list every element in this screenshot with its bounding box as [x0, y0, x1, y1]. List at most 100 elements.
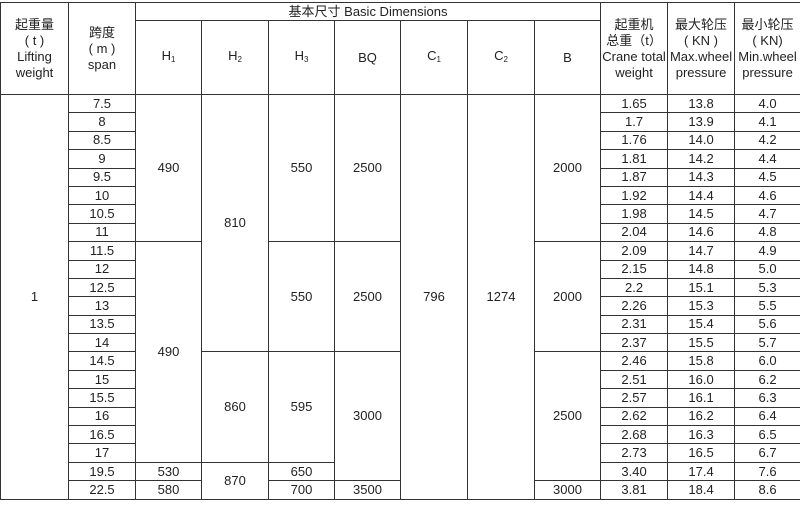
cell-crane-total-weight: 2.62 — [600, 406, 669, 427]
cell-span: 16 — [68, 406, 136, 427]
header-text: ( t ) — [24, 32, 45, 48]
dim-label: BQ — [358, 49, 377, 65]
dim-label: H — [294, 47, 304, 63]
dim-subscript: 2 — [503, 54, 508, 64]
cell-b: 2000 — [533, 241, 602, 353]
cell-max-wheel-pressure: 16.0 — [667, 369, 736, 390]
table-row: 10.5 1.98 14.5 4.7 — [1, 204, 800, 224]
cell-min-wheel-pressure: 6.5 — [734, 425, 800, 445]
cell-span: 12.5 — [68, 277, 136, 298]
table-row: 9.5 1.87 14.3 4.5 — [1, 167, 800, 187]
cell-bq: 3500 — [334, 480, 401, 500]
cell-min-wheel-pressure: 8.6 — [734, 480, 800, 500]
table-row: 17 2.73 16.5 6.7 — [1, 443, 800, 463]
header-text: pressure — [675, 64, 727, 80]
cell-min-wheel-pressure: 6.0 — [734, 351, 800, 371]
cell-span: 10 — [68, 185, 136, 206]
header-text: ( KN ) — [684, 32, 718, 48]
header-basic-dimensions: 基本尺寸 Basic Dimensions — [134, 2, 602, 21]
cell-h3: 700 — [268, 480, 335, 500]
dim-subscript: 2 — [237, 54, 242, 64]
cell-min-wheel-pressure: 4.4 — [734, 149, 800, 169]
cell-span: 11 — [68, 222, 136, 243]
dim-subscript: 1 — [436, 54, 441, 64]
cell-crane-total-weight: 3.81 — [600, 480, 669, 500]
cell-max-wheel-pressure: 14.0 — [667, 130, 736, 151]
cell-min-wheel-pressure: 6.7 — [734, 443, 800, 463]
cell-crane-total-weight: 2.73 — [600, 443, 669, 463]
cell-span: 12 — [68, 259, 136, 279]
header-text: Lifting — [17, 48, 52, 64]
table-row: 11 2.04 14.6 4.8 — [1, 222, 800, 243]
cell-max-wheel-pressure: 15.8 — [667, 351, 736, 371]
cell-h2: 810 — [201, 93, 269, 353]
cell-h1: 580 — [135, 480, 202, 500]
cell-h3: 595 — [268, 351, 335, 463]
cell-max-wheel-pressure: 15.5 — [667, 333, 736, 353]
cell-max-wheel-pressure: 14.4 — [667, 185, 736, 206]
cell-min-wheel-pressure: 4.5 — [734, 167, 800, 187]
cell-min-wheel-pressure: 4.1 — [734, 112, 800, 132]
header-dim-c2: C2 — [467, 20, 535, 95]
dim-label: C — [427, 47, 437, 63]
cell-min-wheel-pressure: 4.7 — [734, 204, 800, 224]
cell-h1: 490 — [135, 241, 202, 463]
header-text: 起重机 — [614, 16, 654, 32]
cell-crane-total-weight: 1.87 — [600, 167, 669, 187]
cell-min-wheel-pressure: 4.9 — [734, 241, 800, 261]
cell-span: 14.5 — [68, 351, 136, 371]
table-row: 13 2.26 15.3 5.5 — [1, 296, 800, 316]
cell-min-wheel-pressure: 5.5 — [734, 296, 800, 316]
cell-h3: 550 — [268, 241, 335, 353]
cell-max-wheel-pressure: 14.5 — [667, 204, 736, 224]
dim-subscript: 3 — [303, 54, 309, 64]
cell-max-wheel-pressure: 14.2 — [667, 149, 736, 169]
cell-crane-total-weight: 1.81 — [600, 149, 669, 169]
cell-bq: 2500 — [334, 241, 401, 353]
cell-b: 2000 — [533, 93, 602, 243]
header-max-wheel-pressure: 最大轮压 ( KN ) Max.wheel pressure — [667, 2, 736, 95]
cell-max-wheel-pressure: 13.9 — [667, 112, 736, 132]
header-dim-h1: H1 — [135, 20, 202, 95]
cell-crane-total-weight: 2.37 — [600, 333, 669, 353]
cell-c1: 796 — [400, 94, 468, 500]
cell-crane-total-weight: 1.98 — [600, 204, 669, 224]
header-text: pressure — [742, 64, 793, 80]
cell-b: 3000 — [533, 480, 602, 500]
cell-crane-total-weight: 2.31 — [600, 314, 669, 335]
header-text: ( KN) — [752, 32, 783, 48]
cell-crane-total-weight: 1.76 — [600, 130, 669, 151]
cell-max-wheel-pressure: 15.4 — [667, 314, 736, 335]
cell-h1: 490 — [135, 93, 202, 243]
cell-span: 15.5 — [68, 388, 136, 408]
cell-crane-total-weight: 2.68 — [600, 425, 669, 445]
header-dim-b: B — [533, 20, 602, 95]
cell-crane-total-weight: 2.46 — [600, 351, 669, 371]
table-row: 16.5 2.68 16.3 6.5 — [1, 425, 800, 445]
cell-span: 8.5 — [68, 130, 136, 151]
header-text: 最大轮压 — [675, 16, 728, 32]
dim-subscript: 1 — [170, 54, 176, 64]
table-row: 12 2.15 14.8 5.0 — [1, 259, 800, 279]
cell-min-wheel-pressure: 5.0 — [734, 259, 800, 279]
cell-max-wheel-pressure: 13.8 — [667, 93, 736, 114]
cell-h2: 860 — [201, 351, 269, 463]
cell-crane-total-weight: 1.7 — [600, 112, 669, 132]
table-row: 11.5 490 550 2500 2000 2.09 14.7 4.9 — [1, 241, 800, 463]
header-text: weight — [15, 64, 54, 80]
cell-crane-total-weight: 2.26 — [600, 296, 669, 316]
cell-span: 19.5 — [68, 461, 136, 482]
header-text: 最小轮压 — [741, 16, 794, 32]
cell-max-wheel-pressure: 15.1 — [667, 277, 736, 298]
header-min-wheel-pressure: 最小轮压 ( KN) Min.wheel pressure — [734, 2, 800, 95]
header-span: 跨度 ( m ) span — [68, 2, 136, 95]
table-row: 22.5 580 700 3500 3000 3.81 18.4 8.6 — [1, 480, 800, 500]
cell-crane-total-weight: 2.04 — [600, 222, 669, 243]
dim-label: H — [161, 47, 171, 63]
cell-min-wheel-pressure: 6.3 — [734, 388, 800, 408]
cell-max-wheel-pressure: 17.4 — [667, 461, 736, 482]
cell-max-wheel-pressure: 16.1 — [667, 388, 736, 408]
cell-max-wheel-pressure: 14.3 — [667, 167, 736, 187]
cell-span: 9.5 — [68, 167, 136, 187]
table-row: 14 2.37 15.5 5.7 — [1, 333, 800, 353]
